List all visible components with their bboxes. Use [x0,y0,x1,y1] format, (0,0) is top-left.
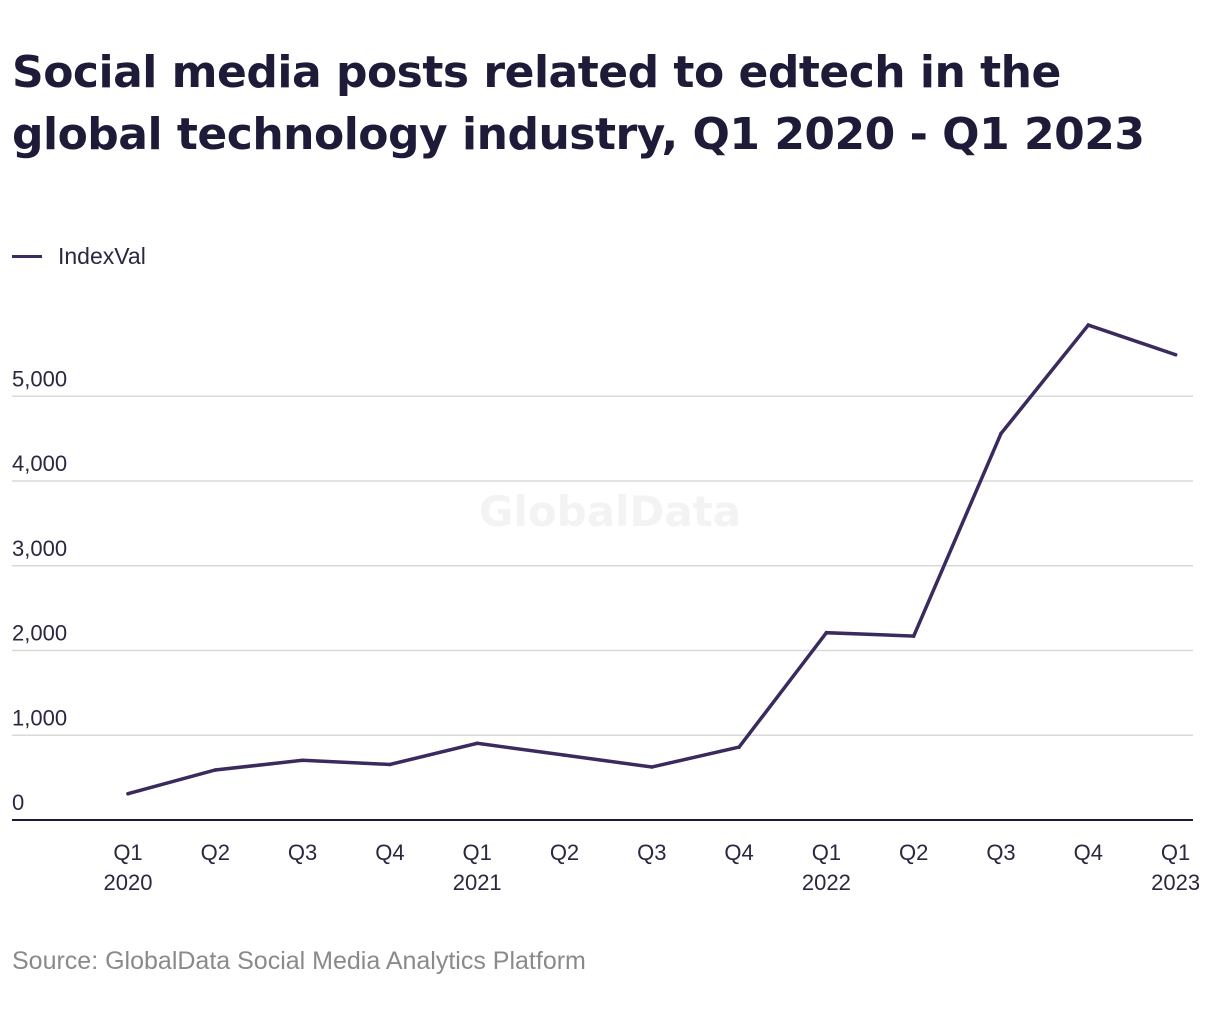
x-tick-label: Q1 [812,840,841,865]
data-point [824,630,829,635]
x-tick-label: Q1 [463,840,492,865]
data-point [213,768,218,772]
grid-lines [12,395,1193,736]
x-tick-label: Q4 [375,840,404,865]
data-point [300,758,305,763]
x-tick-label: Q4 [724,840,753,865]
x-tick-year-label: 2022 [802,870,851,895]
data-point [999,431,1003,436]
data-point [388,762,392,767]
x-tick-year-label: 2020 [104,870,153,895]
data-point [1173,352,1178,357]
x-tick-label: Q2 [899,840,928,865]
y-tick-label: 4,000 [12,451,67,476]
x-tick-label: Q1 [1161,840,1190,865]
x-tick-label: Q1 [113,840,142,865]
x-tick-label: Q3 [288,840,317,865]
data-point [562,753,567,757]
chart-title: Social media posts related to edtech in … [12,47,1145,160]
data-point [911,634,916,638]
x-tick-year-label: 2023 [1151,870,1200,895]
y-axis-ticks: 0 1,000 2,000 3,000 4,000 5,000 [12,366,67,815]
x-tick-label: Q4 [1074,840,1103,865]
watermark: GlobalData [479,487,741,536]
legend-swatch [12,255,42,258]
y-tick-label: 3,000 [12,536,67,561]
y-tick-label: 1,000 [12,705,67,730]
y-tick-label: 0 [12,790,24,815]
legend-label: IndexVal [58,243,146,269]
series-group [126,323,1178,796]
x-tick-label: Q3 [986,840,1015,865]
x-tick-year-label: 2021 [453,870,502,895]
data-point [737,745,741,749]
legend: IndexVal [12,243,146,270]
data-point [475,741,480,746]
y-tick-label: 2,000 [12,621,67,646]
data-point [1086,323,1091,327]
x-axis-ticks: Q1 2020 Q2 Q3 Q4 Q1 2021 Q2 Q3 Q4 Q1 2022 Q2 Q3 Q4 Q1 20… [104,840,1201,895]
y-tick-label: 5,000 [12,366,67,391]
source-note: Source: GlobalData Social Media Analytic… [12,947,586,975]
x-tick-label: Q2 [201,840,230,865]
series-line [127,323,1177,796]
x-tick-label: Q3 [637,840,666,865]
x-tick-label: Q2 [550,840,579,865]
data-point [126,791,130,796]
data-point [650,765,654,769]
